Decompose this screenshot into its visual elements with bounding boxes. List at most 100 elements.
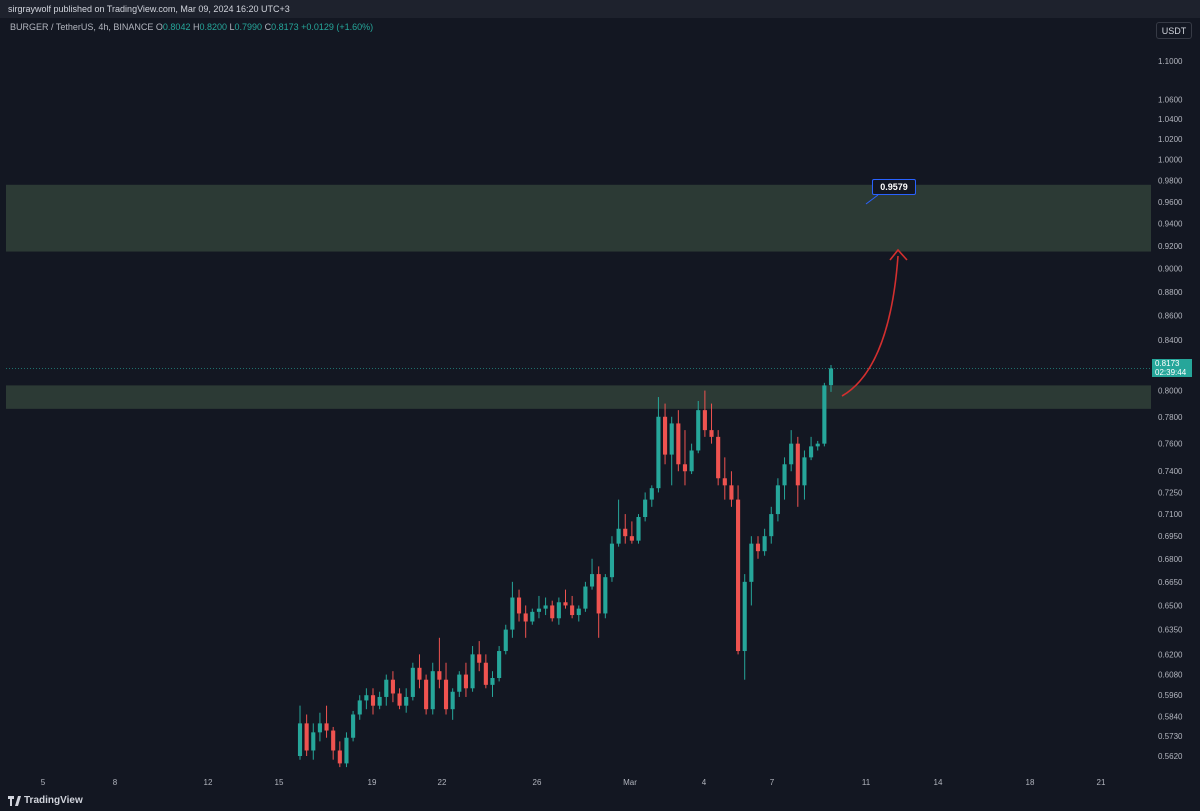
candle-body bbox=[457, 674, 462, 692]
candle-body bbox=[576, 608, 581, 616]
candle-body bbox=[377, 696, 382, 706]
candle-body bbox=[775, 485, 780, 515]
candle-body bbox=[616, 528, 621, 544]
y-tick-label: 0.6200 bbox=[1158, 650, 1183, 659]
footer-brand: TradingView bbox=[24, 795, 83, 806]
y-tick-label: 1.0000 bbox=[1158, 156, 1183, 165]
candle-body bbox=[609, 543, 615, 578]
candle-body bbox=[556, 602, 561, 619]
y-tick-label: 0.9400 bbox=[1158, 220, 1183, 229]
legend-close: 0.8173 bbox=[271, 22, 299, 32]
x-tick-label: 22 bbox=[438, 778, 447, 787]
y-tick-label: 0.7600 bbox=[1158, 440, 1183, 449]
y-tick-label: 1.0200 bbox=[1158, 135, 1183, 144]
x-tick-label: 21 bbox=[1097, 778, 1106, 787]
candle-body bbox=[430, 671, 435, 710]
candle-body bbox=[709, 430, 714, 437]
candle-body bbox=[417, 667, 422, 680]
legend-low-label: L bbox=[229, 22, 235, 32]
candle-body bbox=[623, 528, 628, 537]
y-tick-label: 0.8800 bbox=[1158, 288, 1183, 297]
y-tick-label: 0.8600 bbox=[1158, 312, 1183, 321]
y-tick-label: 0.8400 bbox=[1158, 336, 1183, 345]
y-tick-label: 0.7800 bbox=[1158, 413, 1183, 422]
candle-body bbox=[583, 586, 588, 609]
candle-body bbox=[749, 543, 754, 582]
candle-body bbox=[450, 691, 455, 710]
candle-body bbox=[636, 516, 641, 541]
y-tick-label: 0.6650 bbox=[1158, 578, 1183, 587]
candle-body bbox=[663, 416, 668, 455]
candle-body bbox=[736, 499, 741, 652]
x-tick-label: 14 bbox=[934, 778, 943, 787]
candlestick-chart[interactable]: 1.1000 1.0600 1.0400 1.0200 1.0000 0.9800 0.96… bbox=[0, 18, 1200, 791]
candle-body bbox=[297, 723, 303, 756]
candle-body bbox=[530, 611, 535, 622]
y-tick-label: 0.6950 bbox=[1158, 532, 1183, 541]
y-tick-label: 1.1000 bbox=[1158, 57, 1183, 66]
candle-body bbox=[443, 679, 449, 710]
candle-body bbox=[304, 723, 309, 751]
last-price-value: 0.8173 bbox=[1155, 359, 1180, 369]
candle-body bbox=[463, 674, 468, 689]
y-tick-label: 0.5620 bbox=[1158, 752, 1183, 761]
y-tick-label: 0.9800 bbox=[1158, 177, 1183, 186]
candle-body bbox=[828, 368, 834, 386]
candle-body bbox=[404, 696, 409, 706]
y-tick-label: 0.6350 bbox=[1158, 626, 1183, 635]
candle-body bbox=[470, 654, 475, 689]
chart-frame[interactable]: 1.1000 1.0600 1.0400 1.0200 1.0000 0.9800 0.96… bbox=[0, 18, 1200, 791]
projection-arrow bbox=[841, 255, 899, 397]
y-tick-label: 0.5840 bbox=[1158, 712, 1183, 721]
candle-body bbox=[656, 416, 661, 489]
candle-body bbox=[729, 485, 734, 500]
x-tick-label: 15 bbox=[275, 778, 284, 787]
chart-legend: BURGER / TetherUS, 4h, BINANCE O0.8042 H… bbox=[10, 22, 373, 32]
candle-body bbox=[769, 514, 774, 537]
candle-body bbox=[317, 723, 322, 733]
candle-body bbox=[410, 667, 415, 697]
x-tick-label: 12 bbox=[204, 778, 213, 787]
currency-selector[interactable]: USDT bbox=[1156, 22, 1192, 39]
footer: TradingView bbox=[0, 791, 1200, 811]
resistance-zone-1 bbox=[6, 385, 1151, 409]
candle-body bbox=[702, 410, 707, 431]
candle-body bbox=[510, 597, 515, 630]
candle-body bbox=[477, 654, 482, 663]
candle-body bbox=[397, 693, 402, 706]
y-tick-label: 1.0600 bbox=[1158, 95, 1183, 104]
bar-countdown: 02:39:44 bbox=[1155, 368, 1187, 378]
y-tick-label: 0.9200 bbox=[1158, 242, 1183, 251]
y-tick-label: 0.9000 bbox=[1158, 265, 1183, 274]
candle-body bbox=[563, 602, 568, 606]
candle-body bbox=[311, 732, 316, 751]
x-tick-label: Mar bbox=[623, 778, 637, 787]
candle-body bbox=[331, 730, 336, 751]
y-tick-label: 0.6500 bbox=[1158, 601, 1183, 610]
published-header: sirgraywolf published on TradingView.com… bbox=[0, 0, 1200, 18]
legend-open-label: O bbox=[155, 22, 163, 32]
candle-body bbox=[716, 436, 721, 479]
candle-body bbox=[629, 536, 634, 541]
x-tick-label: 5 bbox=[41, 778, 46, 787]
y-tick-label: 0.7400 bbox=[1158, 467, 1183, 476]
candle-body bbox=[676, 423, 681, 465]
candle-body bbox=[822, 385, 827, 444]
candle-body bbox=[782, 464, 787, 486]
candle-body bbox=[543, 605, 548, 609]
candle-body bbox=[384, 679, 389, 697]
candle-body bbox=[603, 577, 608, 614]
candle-body bbox=[483, 662, 488, 685]
candle-body bbox=[589, 574, 595, 587]
candle-body bbox=[516, 597, 522, 614]
x-tick-label: 8 bbox=[113, 778, 118, 787]
candle-body bbox=[437, 671, 442, 680]
candle-body bbox=[596, 574, 601, 614]
legend-high-label: H bbox=[192, 22, 200, 32]
target-callout[interactable]: 0.9579 bbox=[872, 179, 916, 195]
candle-body bbox=[357, 700, 362, 715]
y-tick-label: 0.6080 bbox=[1158, 671, 1183, 680]
candle-body bbox=[337, 750, 342, 764]
candle-body bbox=[742, 581, 747, 652]
x-tick-label: 26 bbox=[533, 778, 542, 787]
